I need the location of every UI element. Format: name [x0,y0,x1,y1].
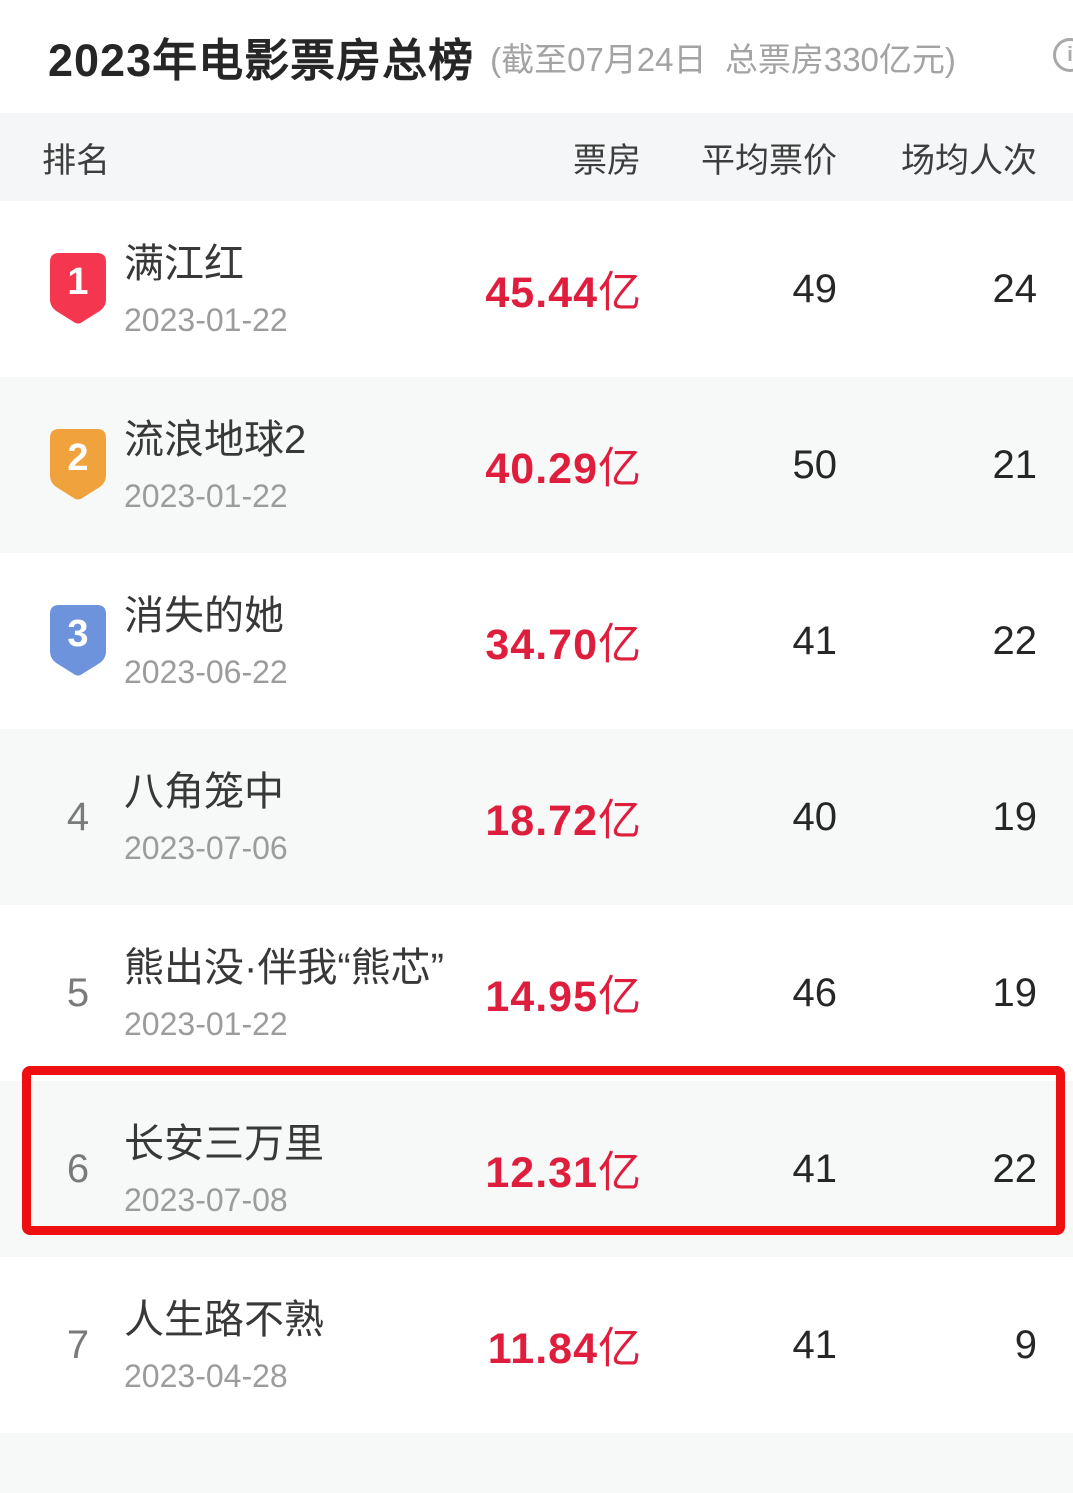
ranking-table: 1 满江红 2023-01-22 45.44亿 49 24 2 流浪地球2 20… [0,201,1073,1493]
movie-title: 熊出没·伴我“熊芯” [124,945,444,990]
movie-title: 流浪地球2 [124,417,307,462]
movie-release-date: 2023-01-22 [124,302,288,339]
avg-price-value: 49 [792,266,838,311]
rank-number: 3 [67,612,89,655]
page-subtitle: (截至07月24日 总票房330亿元) [490,40,956,78]
page-header: 2023年电影票房总榜 (截至07月24日 总票房330亿元) i [0,0,1073,113]
box-office-unit: 亿 [598,1325,641,1373]
rank-number: 4 [66,794,90,839]
box-office-value: 45.44亿 [485,269,641,317]
movie-title: 八角笼中 [124,769,284,814]
avg-price-value: 41 [792,1146,838,1191]
movie-release-date: 2023-07-08 [124,1182,288,1219]
movie-release-date: 2023-01-22 [124,1006,288,1043]
box-office-unit: 亿 [598,973,641,1021]
column-header-box-office: 票房 [573,141,641,180]
table-row-rank5[interactable]: 5 熊出没·伴我“熊芯” 2023-01-22 14.95亿 46 19 [0,905,1073,1081]
movie-title: 满江红 [124,241,244,286]
box-office-value: 34.70亿 [485,621,641,669]
info-icon[interactable]: i [1053,38,1073,72]
rank2-badge-icon: 2 [49,428,107,502]
movie-release-date: 2023-07-06 [124,830,288,867]
rank-number: 5 [66,970,90,1015]
box-office-value: 11.84亿 [487,1325,641,1373]
table-row-rank3[interactable]: 3 消失的她 2023-06-22 34.70亿 41 22 [0,553,1073,729]
box-office-unit: 亿 [598,445,641,493]
column-header-avg-price: 平均票价 [701,141,837,180]
movie-release-date: 2023-04-28 [124,1358,288,1395]
movie-title: 人生路不熟 [124,1297,324,1342]
avg-attendance-value: 22 [992,618,1038,663]
avg-price-value: 41 [792,1322,838,1367]
avg-price-value: 50 [792,442,838,487]
box-office-unit: 亿 [598,621,641,669]
column-header-avg-attendance: 场均人次 [901,141,1037,180]
rank1-badge-icon: 1 [49,252,107,326]
box-office-value: 40.29亿 [485,445,641,493]
box-office-value: 12.31亿 [485,1149,641,1197]
movie-title: 消失的她 [124,593,284,638]
avg-attendance-value: 22 [992,1146,1038,1191]
movie-release-date: 2023-06-22 [124,654,288,691]
rank3-badge-icon: 3 [49,604,107,678]
box-office-unit: 亿 [598,1149,641,1197]
rank-number: 2 [67,436,89,479]
movie-release-date: 2023-01-22 [124,478,288,515]
avg-price-value: 41 [792,618,838,663]
rank-number: 1 [67,260,89,303]
box-office-value: 14.95亿 [485,973,641,1021]
table-row-rank6-highlighted[interactable]: 6 长安三万里 2023-07-08 12.31亿 41 22 [0,1066,1073,1257]
avg-attendance-value: 9 [1014,1322,1037,1367]
table-row-rank7[interactable]: 7 人生路不熟 2023-04-28 11.84亿 41 9 [0,1257,1073,1433]
rank-number: 7 [66,1322,90,1367]
page-title: 2023年电影票房总榜 [48,35,475,86]
table-row-rank1[interactable]: 1 满江红 2023-01-22 45.44亿 49 24 [0,201,1073,377]
table-row-rank2[interactable]: 2 流浪地球2 2023-01-22 40.29亿 50 21 [0,377,1073,553]
movie-title: 长安三万里 [124,1121,324,1166]
avg-attendance-value: 21 [992,442,1038,487]
avg-attendance-value: 19 [992,794,1038,839]
avg-price-value: 46 [792,970,838,1015]
box-office-value: 18.72亿 [485,797,641,845]
table-row-rank4[interactable]: 4 八角笼中 2023-07-06 18.72亿 40 19 [0,729,1073,905]
box-office-unit: 亿 [598,797,641,845]
table-column-header: 排名 票房 平均票价 场均人次 [0,113,1073,201]
rank-number: 6 [66,1146,90,1191]
column-header-rank: 排名 [42,141,110,180]
avg-price-value: 40 [792,794,838,839]
box-office-unit: 亿 [598,269,641,317]
table-row-partial-next [0,1433,1073,1493]
avg-attendance-value: 19 [992,970,1038,1015]
avg-attendance-value: 24 [992,266,1038,311]
